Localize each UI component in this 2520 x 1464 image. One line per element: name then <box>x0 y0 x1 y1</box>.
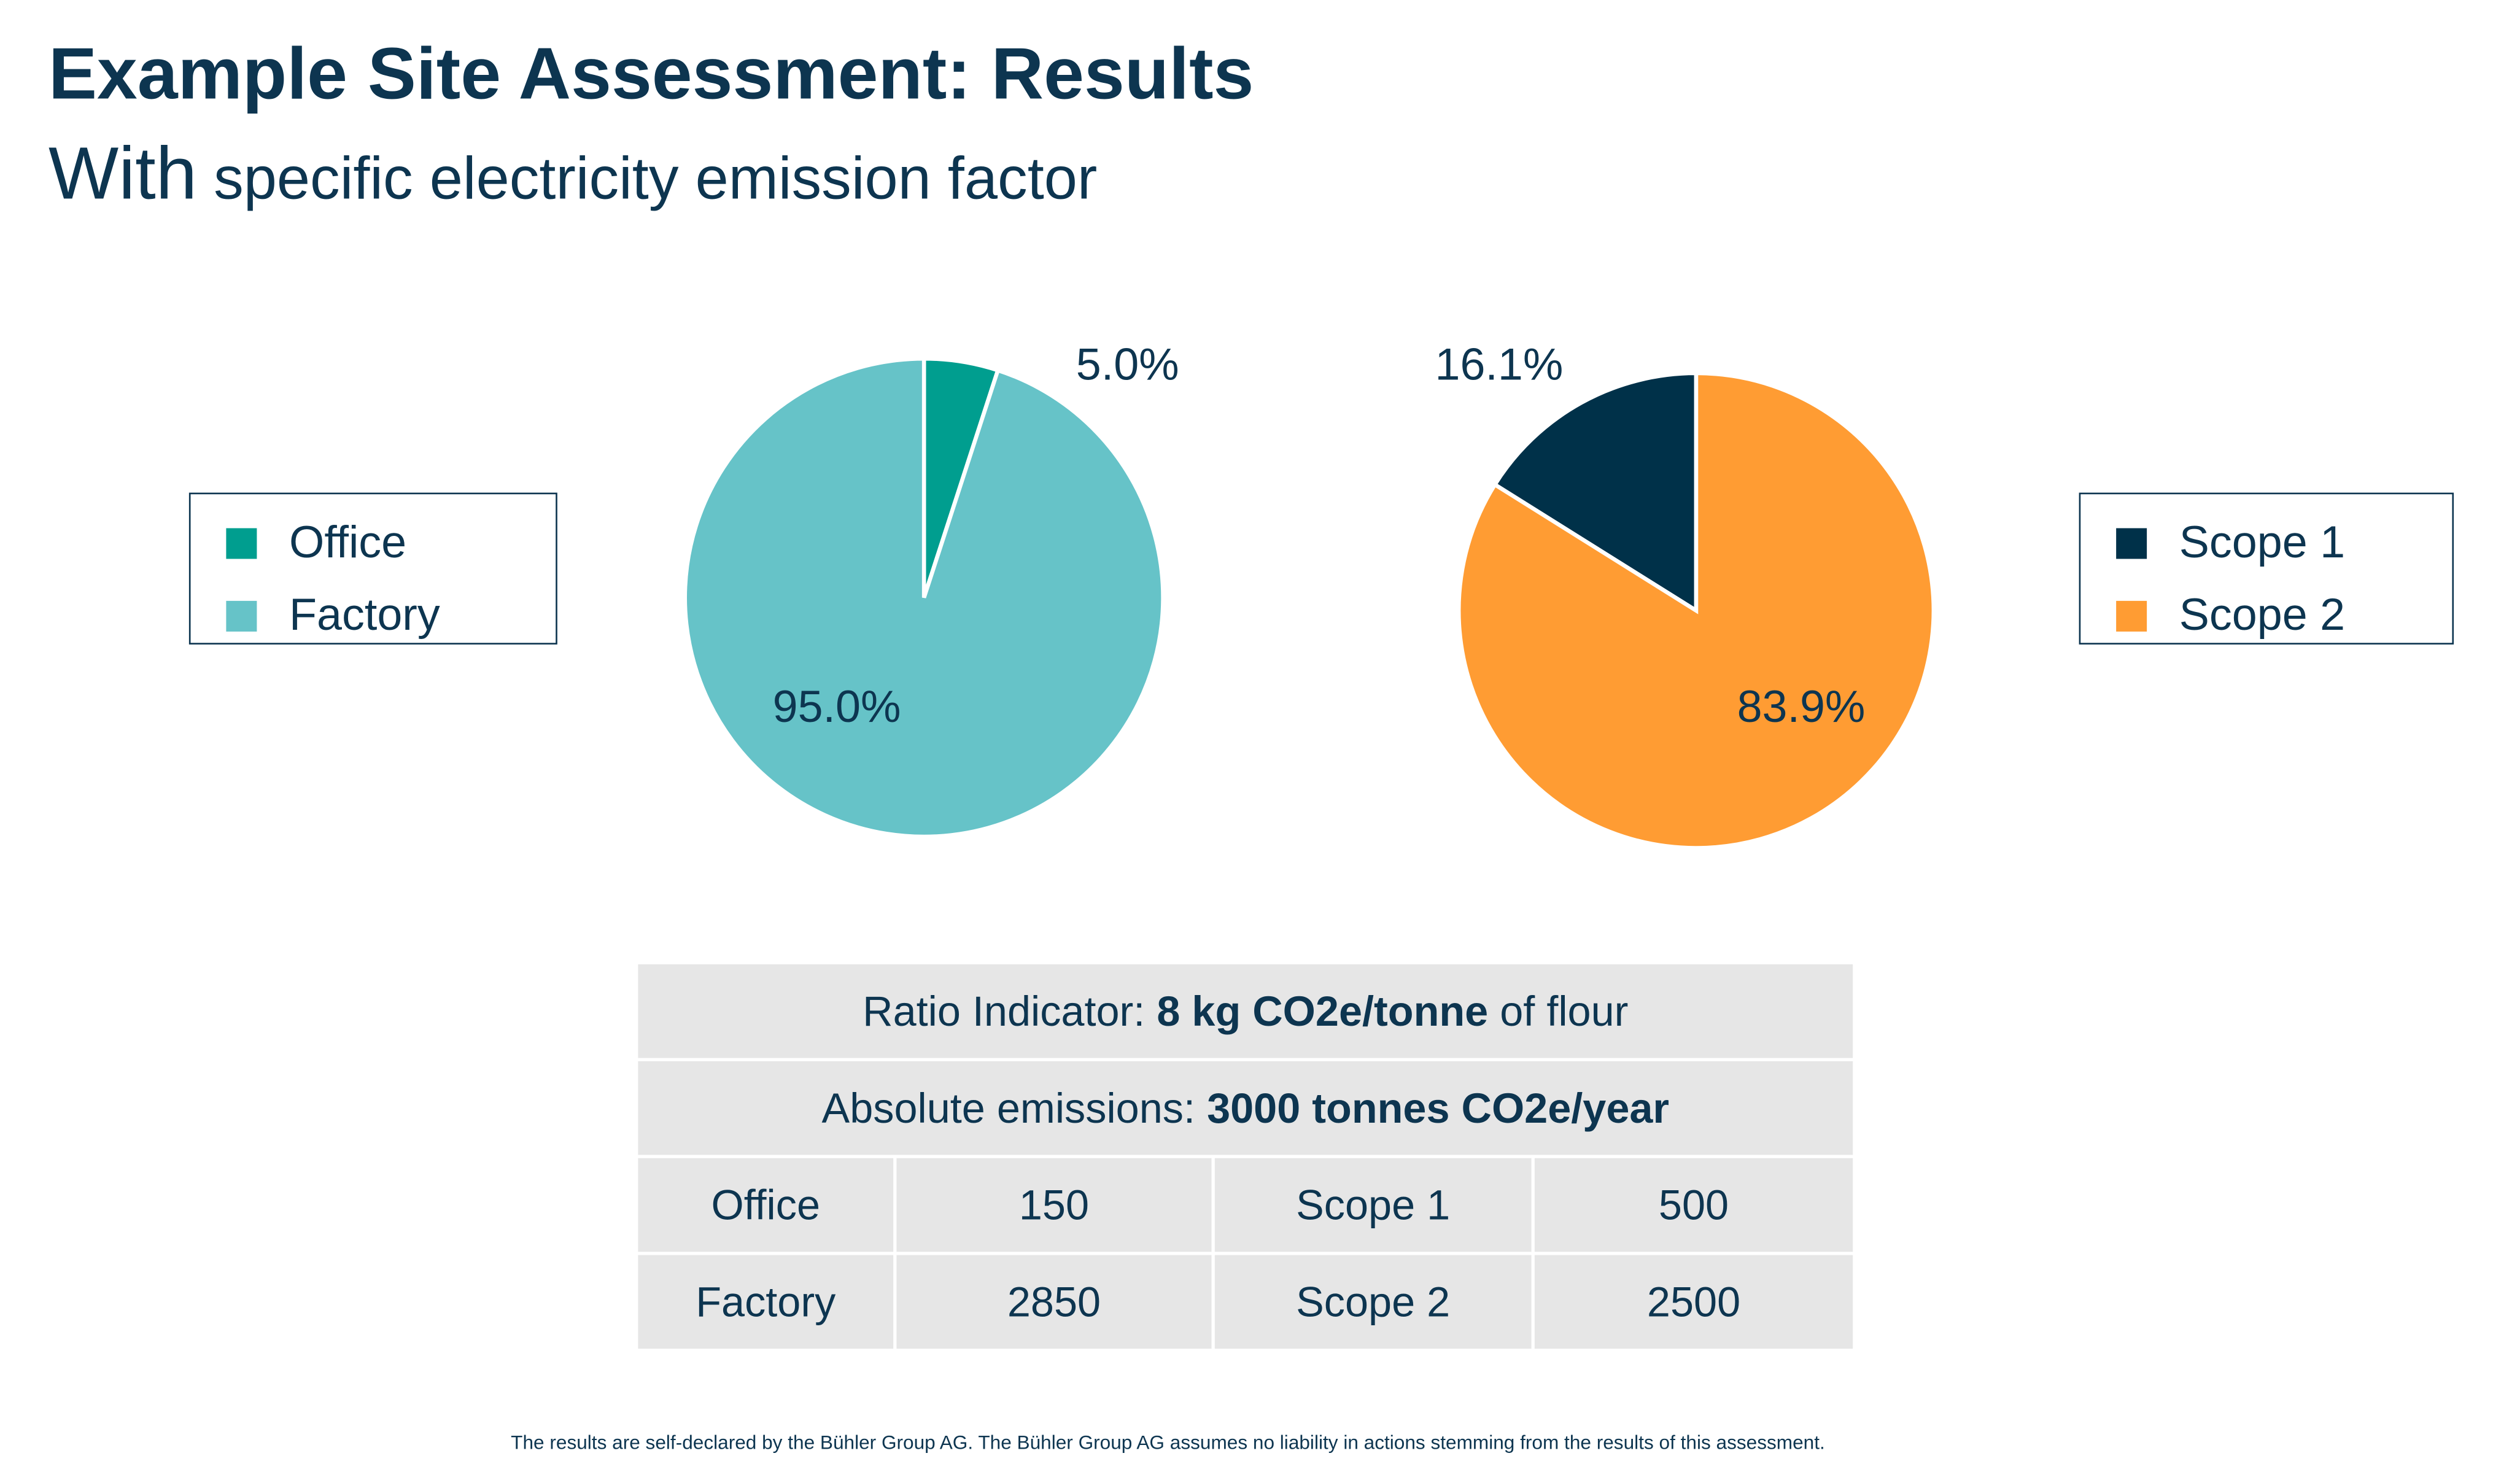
legend-item-scope2: Scope 2 <box>2116 589 2345 641</box>
legend-swatch <box>226 600 257 631</box>
table-cell: Scope 2 <box>1214 1255 1532 1349</box>
pie-slice-scope-2 <box>1456 371 1936 850</box>
table-cell: Factory <box>638 1255 894 1349</box>
pie-slice-scope-1 <box>1492 371 1699 614</box>
pie-slice-factory <box>683 356 1165 839</box>
absolute-emissions: Absolute emissions: 3000 tonnes CO2e/yea… <box>638 1061 1853 1155</box>
legend-scope: Scope 1 Scope 2 <box>2079 492 2454 645</box>
table-cell: 500 <box>1534 1158 1853 1252</box>
table-cell: Scope 1 <box>1214 1158 1532 1252</box>
legend-label: Office <box>289 517 407 567</box>
legend-swatch <box>226 527 257 559</box>
table-row: Factory 2850 Scope 2 2500 <box>638 1255 1853 1349</box>
subtitle-lead: With <box>48 131 198 215</box>
legend-item-factory: Factory <box>226 589 440 641</box>
legend-swatch <box>2116 527 2147 559</box>
legend-label: Factory <box>289 589 440 640</box>
legend-item-scope1: Scope 1 <box>2116 517 2345 568</box>
table-cell: Office <box>638 1158 894 1252</box>
absolute-value: 3000 tonnes CO2e/year <box>1207 1083 1670 1132</box>
table-cell: 2850 <box>896 1255 1212 1349</box>
ratio-suffix: of flour <box>1500 986 1629 1035</box>
ratio-value: 8 kg CO2e/tonne <box>1157 986 1489 1035</box>
pie-data-label: 95.0% <box>773 681 901 732</box>
table-cell: 150 <box>896 1158 1212 1252</box>
page-subtitle: With specific electricity emission facto… <box>48 130 1097 217</box>
table-cell: 2500 <box>1534 1255 1853 1349</box>
table-row: Office 150 Scope 1 500 <box>638 1158 1853 1252</box>
results-table: Ratio Indicator: 8 kg CO2e/tonne of flou… <box>638 964 1853 1352</box>
absolute-prefix: Absolute emissions: <box>821 1083 1196 1132</box>
subtitle-rest: specific electricity emission factor <box>214 145 1098 212</box>
pie-data-label: 5.0% <box>1076 338 1179 389</box>
pie-data-label: 83.9% <box>1737 681 1866 732</box>
legend-swatch <box>2116 600 2147 631</box>
disclaimer: The results are self-declared by the Büh… <box>511 1431 1825 1454</box>
ratio-prefix: Ratio Indicator: <box>863 986 1146 1035</box>
pie-data-label: 16.1% <box>1435 338 1564 389</box>
legend-item-office: Office <box>226 517 406 568</box>
legend-label: Scope 1 <box>2179 517 2346 567</box>
page-title: Example Site Assessment: Results <box>48 32 1254 115</box>
legend-location: Office Factory <box>188 492 557 645</box>
ratio-indicator: Ratio Indicator: 8 kg CO2e/tonne of flou… <box>638 964 1853 1058</box>
legend-label: Scope 2 <box>2179 589 2346 640</box>
